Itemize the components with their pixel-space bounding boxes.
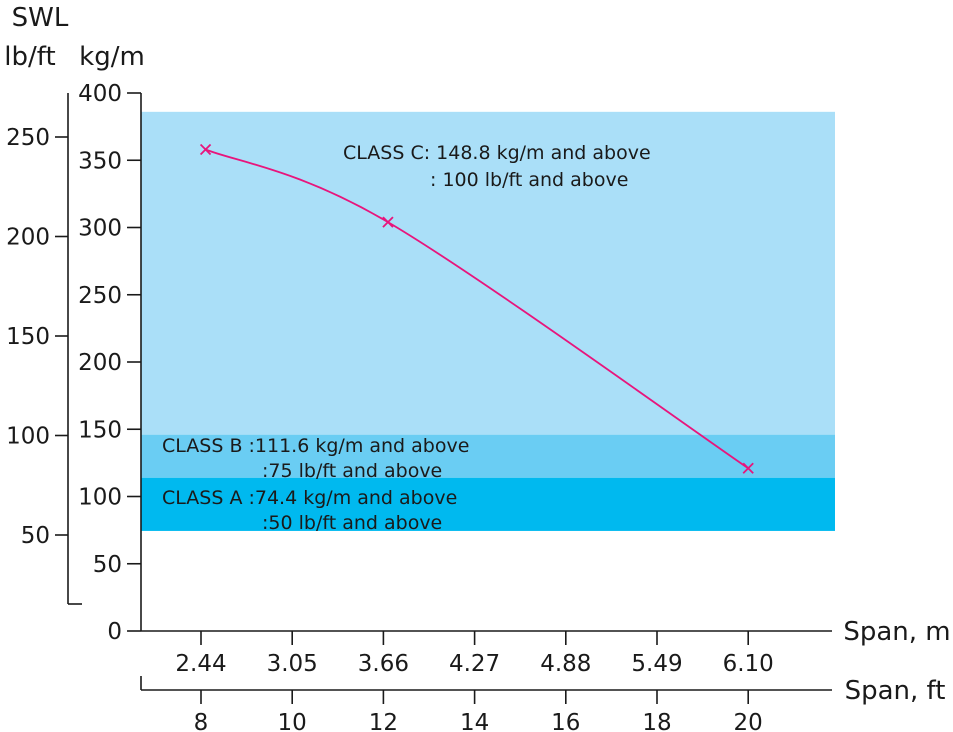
x-m-tick-label: 2.44: [175, 651, 226, 677]
y-lb-tick-label: 150: [6, 324, 50, 350]
swl-series: [199, 143, 754, 474]
x-ft-tick-label: 12: [369, 710, 398, 732]
y-unit-lb-ft: lb/ft: [4, 42, 55, 72]
y-unit-kg-m: kg/m: [79, 42, 145, 72]
data-point-marker: [382, 216, 394, 228]
x-m-tick-label: 3.05: [267, 651, 318, 677]
y-kg-tick-label: 350: [78, 148, 122, 174]
y-kg-tick-label: 0: [107, 619, 122, 645]
class-a-band: [141, 477, 835, 531]
class-a-label-line2: :50 lb/ft and above: [262, 512, 442, 534]
y-kg-tick-label: 300: [78, 216, 122, 242]
y-kg-tick-label: 400: [78, 81, 122, 107]
data-point-marker: [199, 143, 212, 156]
x-m-tick-label: 5.49: [631, 651, 682, 677]
x-m-tick-label: 3.66: [358, 651, 409, 677]
x-ft-tick-label: 14: [460, 710, 489, 732]
x-ft-tick-label: 20: [734, 710, 763, 732]
x-axis-title-m: Span, m: [843, 617, 950, 647]
class-b-band: [141, 434, 835, 478]
swl-curve-line: [205, 148, 749, 469]
y-kg-tick-label: 50: [93, 552, 122, 578]
y-lb-tick-label: 100: [6, 424, 50, 450]
y-kg-tick-label: 200: [78, 350, 122, 376]
data-point-marker: [742, 462, 754, 474]
class-b-label-line2: :75 lb/ft and above: [262, 460, 442, 482]
data-point-stroke: [199, 143, 212, 156]
y-lb-tick-label: 50: [21, 523, 50, 549]
x-m-tick-label: 6.10: [723, 651, 774, 677]
class-a-label-line1: CLASS A :74.4 kg/m and above: [162, 487, 457, 509]
y-lb-tick-label: 250: [6, 125, 50, 151]
x-m-tick-label: 4.27: [449, 651, 500, 677]
x-ft-tick-label: 18: [642, 710, 671, 732]
x-m-tick-label: 4.88: [540, 651, 591, 677]
y-axis-title: SWL: [12, 3, 69, 33]
class-b-label-line1: CLASS B :111.6 kg/m and above: [162, 435, 469, 457]
x-ft-tick-label: 8: [194, 710, 209, 732]
class-c-label-line1: CLASS C: 148.8 kg/m and above: [343, 142, 651, 164]
y-kg-tick-label: 250: [78, 283, 122, 309]
axes: 0 50 100 150 200 250 300 350 400 50 100 150 200 250 2.…: [6, 81, 832, 732]
data-point-stroke: [742, 462, 754, 474]
x-ft-tick-label: 10: [278, 710, 307, 732]
data-point-stroke: [382, 216, 394, 228]
y-kg-tick-label: 150: [78, 417, 122, 443]
class-c-label-line2: : 100 lb/ft and above: [430, 169, 628, 191]
x-axis-title-ft: Span, ft: [845, 676, 946, 706]
class-band-labels: CLASS A :74.4 kg/m and above :50 lb/ft an…: [162, 142, 651, 534]
x-ft-tick-label: 16: [551, 710, 580, 732]
y-lb-tick-label: 200: [6, 225, 50, 251]
y-kg-tick-label: 100: [78, 485, 122, 511]
